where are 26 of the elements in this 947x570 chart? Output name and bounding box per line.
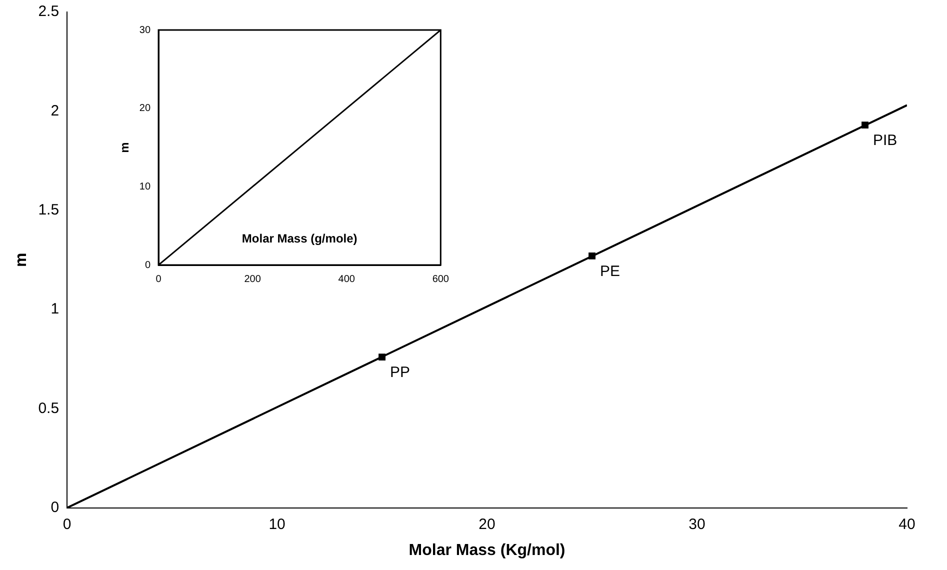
x-tick-label: 30: [688, 516, 706, 533]
x-axis-title: Molar Mass (Kg/mol): [408, 542, 566, 559]
y-tick-label: 10: [139, 181, 151, 192]
y-axis-title: m: [118, 142, 132, 153]
y-tick-label: 2: [50, 102, 60, 120]
y-tick-label: 30: [139, 24, 151, 36]
y-tick-label: 2.5: [38, 3, 60, 20]
y-tick-label: 1.5: [38, 201, 60, 218]
y-axis-title: m: [13, 252, 30, 268]
y-tick-label: 20: [139, 103, 151, 114]
x-tick-label: 0: [156, 274, 162, 285]
x-tick-label: 200: [244, 274, 262, 285]
annotation: PIB: [873, 132, 898, 150]
y-tick-label: 0: [144, 260, 151, 271]
y-tick-label: 1: [50, 300, 60, 318]
y-tick-label: 0.5: [38, 400, 60, 417]
x-tick-label: 600: [432, 274, 450, 285]
x-axis-title: Molar Mass (g/mole): [242, 231, 358, 246]
x-tick-label: 400: [338, 274, 356, 285]
annotation: PE: [600, 263, 620, 280]
x-tick-label: 0: [62, 516, 72, 533]
annotation: PP: [390, 364, 410, 382]
x-tick-label: 40: [898, 516, 916, 533]
x-tick-label: 10: [268, 516, 286, 533]
y-tick-label: 0: [50, 498, 60, 516]
x-tick-label: 20: [478, 516, 496, 533]
